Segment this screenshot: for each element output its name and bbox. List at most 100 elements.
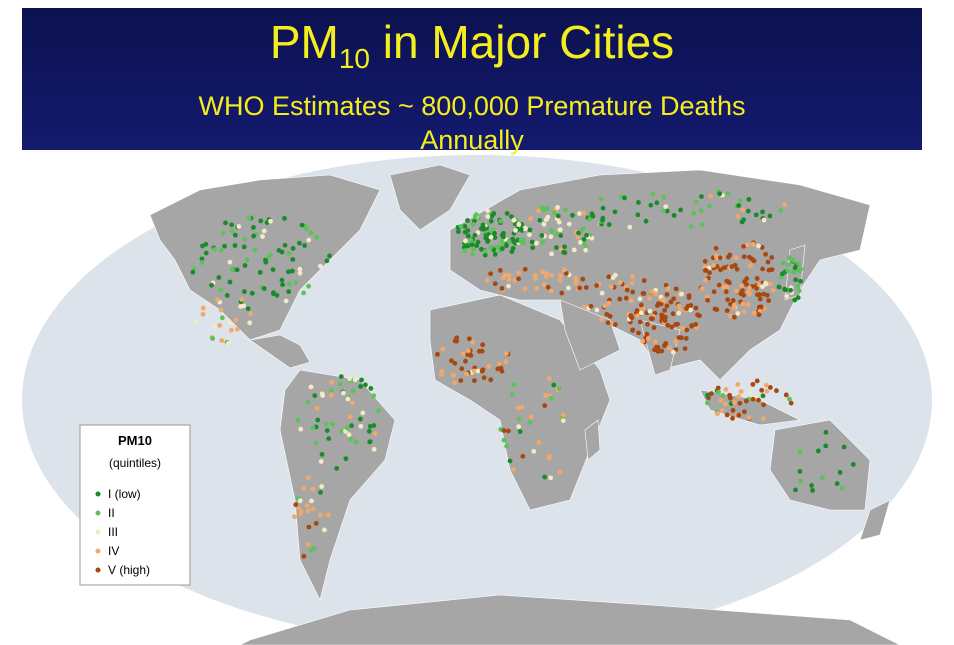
city-dot (224, 292, 230, 298)
city-dot (462, 248, 468, 253)
city-dot (644, 331, 650, 337)
city-dot (506, 283, 511, 289)
city-dot (606, 274, 612, 280)
city-dot (563, 207, 568, 213)
city-dot (580, 226, 585, 232)
city-dot (217, 323, 223, 328)
city-dot (810, 488, 815, 493)
city-dot (750, 396, 756, 402)
city-dot (792, 297, 798, 303)
city-dot (548, 288, 554, 294)
city-dot (286, 281, 292, 287)
city-dot (250, 225, 256, 230)
city-dot (640, 338, 646, 344)
city-dot (474, 243, 480, 249)
city-dot (671, 213, 677, 218)
city-dot (345, 396, 351, 402)
city-dot (485, 214, 491, 219)
land (149, 164, 901, 645)
city-dot (501, 234, 506, 240)
city-dot (477, 348, 482, 354)
city-dot (678, 207, 684, 213)
city-dot (454, 335, 460, 341)
city-dot (232, 232, 238, 238)
city-dot (470, 252, 476, 257)
city-dot (460, 351, 466, 357)
city-dot (539, 233, 545, 238)
city-dot (290, 246, 296, 251)
city-dot (733, 255, 739, 261)
city-dot (684, 327, 690, 333)
city-dot (588, 303, 594, 309)
city-dot (245, 306, 251, 312)
city-dot (515, 237, 521, 243)
city-dot (661, 314, 667, 320)
legend-label: III (108, 525, 118, 539)
city-dot (735, 213, 741, 219)
city-dot (289, 268, 295, 274)
city-dot (215, 297, 220, 302)
city-dot (349, 400, 355, 406)
city-dot (371, 423, 377, 428)
city-dot (555, 213, 561, 219)
city-dot (482, 226, 488, 232)
city-dot (465, 348, 471, 354)
city-dot (654, 344, 659, 350)
city-dot (761, 217, 767, 223)
city-dot (468, 353, 474, 358)
city-dot (759, 245, 765, 250)
city-dot (715, 385, 721, 391)
city-dot (520, 453, 526, 459)
city-dot (499, 246, 505, 252)
city-dot (673, 338, 678, 344)
city-dot (623, 295, 629, 301)
city-dot (449, 358, 454, 364)
city-dot (263, 257, 268, 263)
city-dot (702, 268, 708, 273)
city-dot (767, 281, 773, 287)
city-dot (741, 243, 747, 249)
city-dot (566, 221, 572, 227)
city-dot (293, 502, 299, 508)
city-dot (371, 393, 377, 399)
city-dot (326, 436, 332, 441)
city-dot (670, 311, 676, 317)
city-dot (741, 409, 747, 415)
city-dot (297, 498, 303, 504)
city-dot (605, 320, 611, 326)
city-dot (315, 417, 321, 423)
city-dot (547, 453, 552, 459)
city-dot (242, 289, 247, 294)
city-dot (764, 388, 770, 394)
city-dot (506, 238, 512, 244)
city-dot (472, 378, 477, 383)
city-dot (745, 242, 751, 248)
city-dot (617, 280, 623, 285)
city-dot (218, 307, 224, 313)
city-dot (305, 399, 311, 405)
city-dot (543, 392, 548, 398)
city-dot (323, 421, 329, 427)
city-dot (527, 420, 533, 425)
city-dot (301, 290, 306, 296)
city-dot (528, 216, 533, 222)
city-dot (583, 285, 589, 290)
city-dot (704, 400, 710, 406)
city-dot (466, 336, 472, 342)
city-dot (318, 490, 323, 495)
city-dot (668, 299, 674, 305)
city-dot (329, 387, 334, 393)
city-dot (581, 304, 587, 310)
city-dot (688, 302, 694, 308)
city-dot (691, 210, 697, 216)
city-dot (512, 277, 518, 283)
city-dot (748, 390, 754, 395)
city-dot (229, 327, 234, 333)
city-dot (727, 395, 733, 401)
city-dot (647, 308, 653, 314)
city-dot (340, 390, 346, 396)
city-dot (317, 263, 323, 269)
city-dot (455, 229, 461, 235)
city-dot (735, 311, 741, 316)
city-dot (841, 444, 847, 450)
